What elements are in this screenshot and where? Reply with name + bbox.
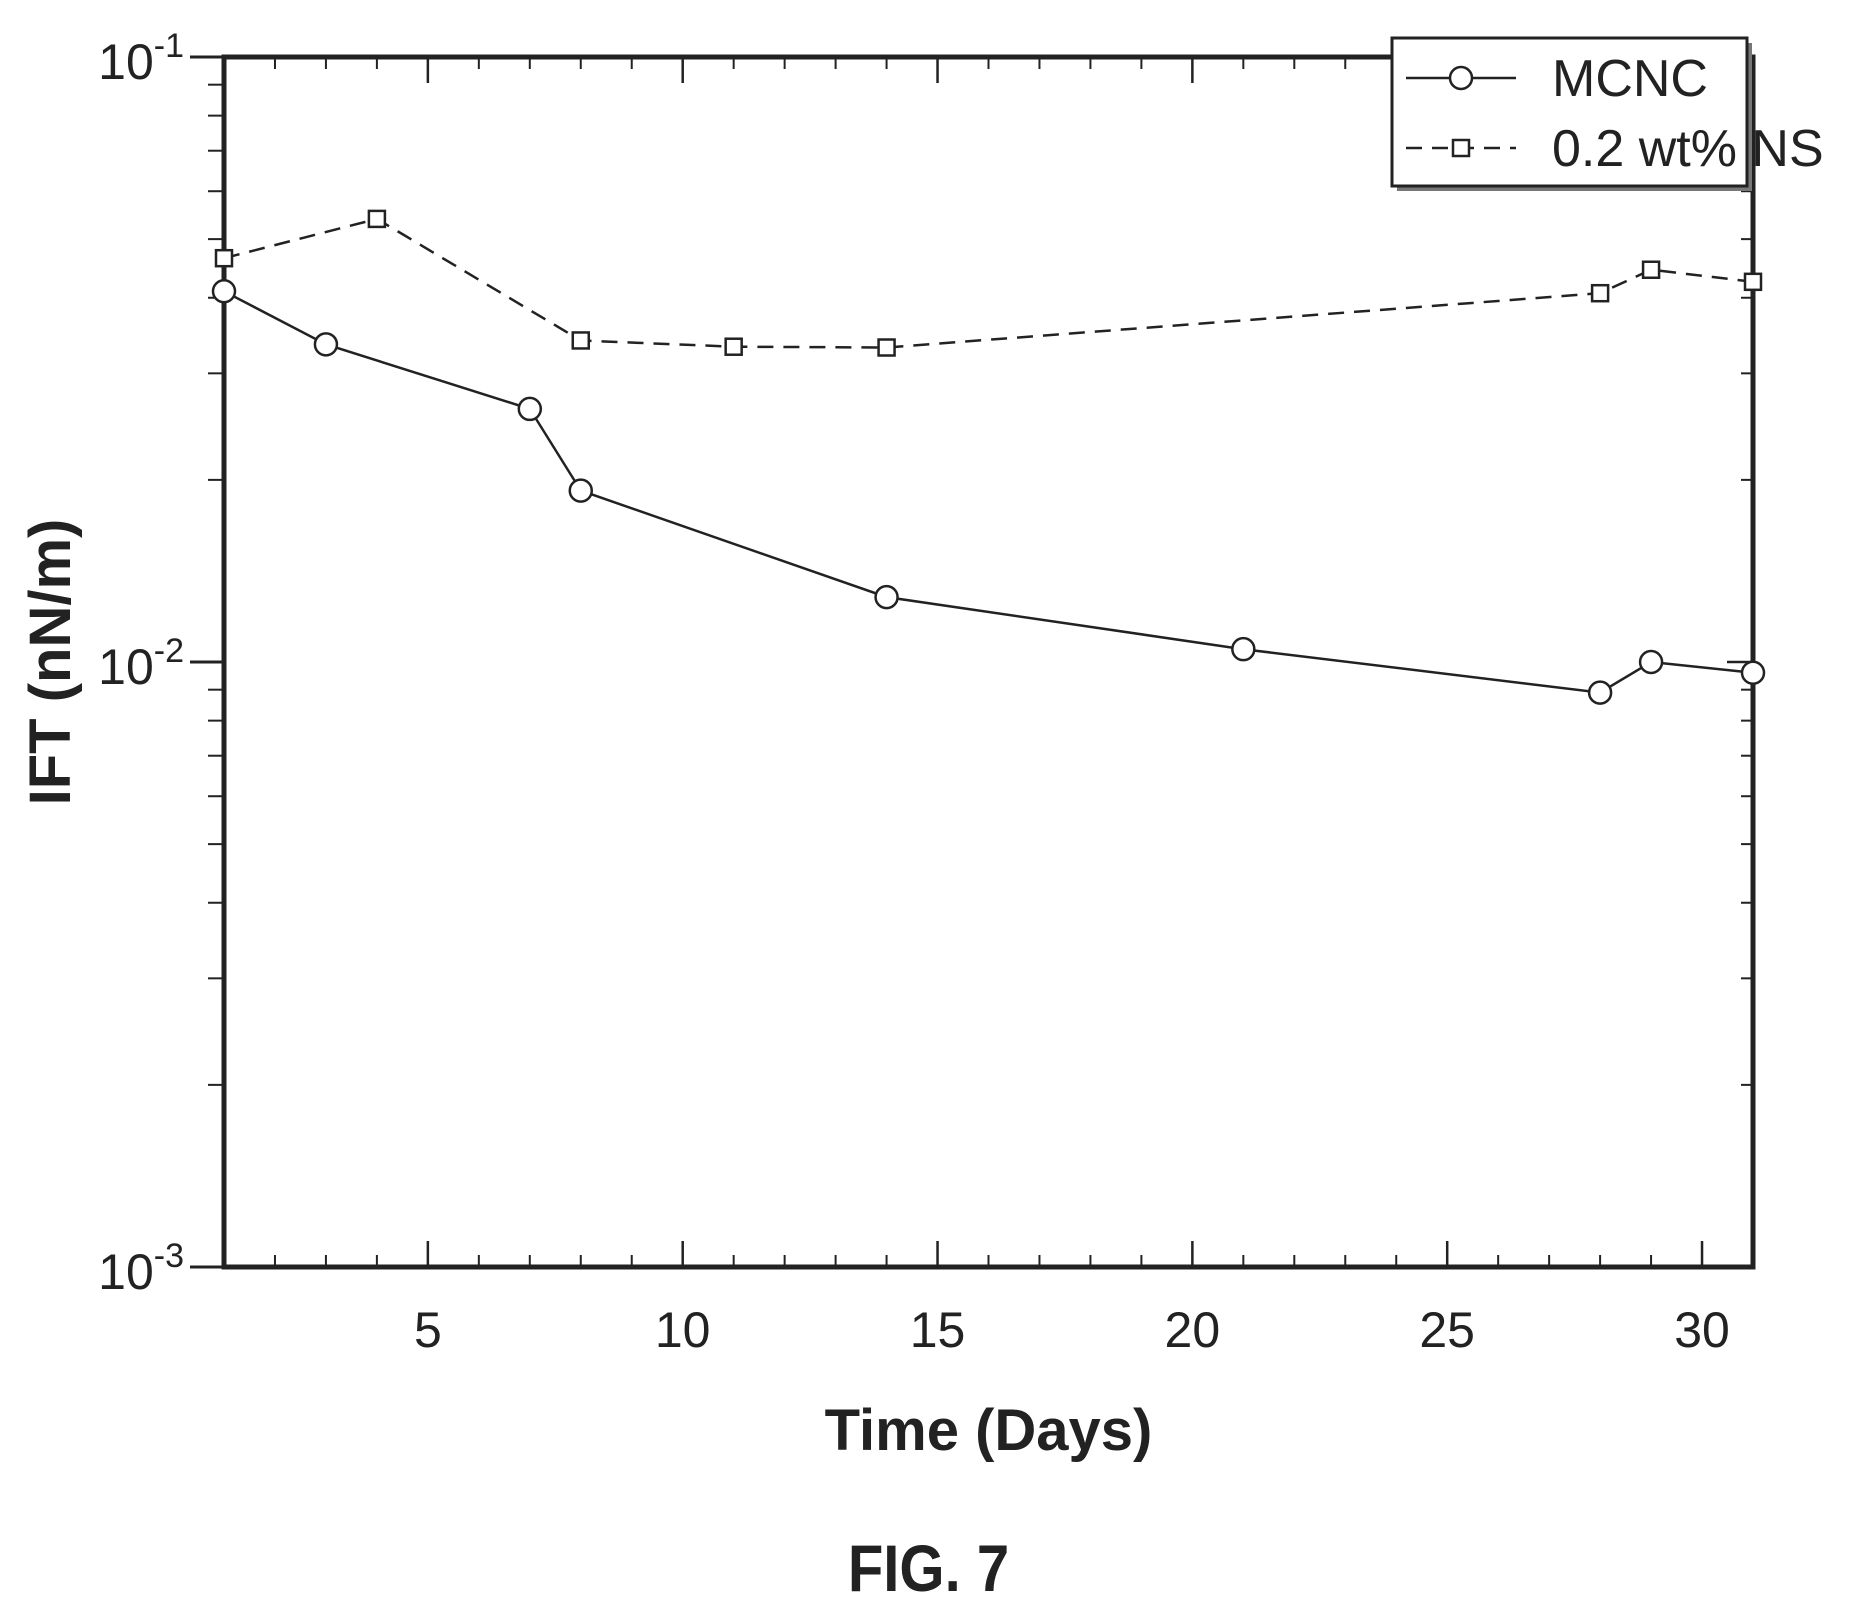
x-tick-label: 25 xyxy=(1419,1302,1475,1358)
x-tick-label: 5 xyxy=(414,1302,442,1358)
data-point-mcnc xyxy=(1740,660,1766,685)
data-point-mcnc xyxy=(568,478,594,503)
legend-marker-mcnc xyxy=(1448,65,1474,91)
legend-marker-ns xyxy=(1451,138,1471,158)
data-point-mcnc xyxy=(517,396,543,422)
x-tick-label: 20 xyxy=(1165,1302,1221,1358)
series-ns xyxy=(214,209,1763,357)
axis-labels: 5 10 15 20 25 30 10-1 10-2 10-3 Time (Days) IFT (n… xyxy=(18,27,1730,1463)
y-tick-label: 10-2 xyxy=(98,632,184,695)
y-tick-label: 10-1 xyxy=(98,27,184,90)
data-point-mcnc xyxy=(1638,649,1664,675)
series-line-mcnc xyxy=(223,290,1754,694)
data-point-ns xyxy=(877,338,896,357)
data-point-ns xyxy=(1590,283,1610,303)
x-axis-title: Time (Days) xyxy=(825,1398,1153,1463)
x-tick-label: 30 xyxy=(1674,1302,1730,1358)
data-point-ns xyxy=(724,337,743,356)
legend: MCNC 0.2 wt% NS xyxy=(1390,36,1824,191)
data-point-mcnc xyxy=(1587,680,1613,705)
y-tick-label: 10-3 xyxy=(98,1237,184,1300)
x-tick-label: 10 xyxy=(655,1302,711,1358)
data-point-ns xyxy=(214,248,234,268)
series-line-ns xyxy=(223,217,1754,349)
y-axis-title: IFT (nN/m) xyxy=(18,519,83,806)
legend-box xyxy=(1390,36,1749,188)
data-point-mcnc xyxy=(313,332,339,357)
plot-series xyxy=(211,209,1766,705)
data-point-ns xyxy=(367,209,387,229)
data-point-ns xyxy=(571,331,591,350)
legend-label-ns: 0.2 wt% NS xyxy=(1552,120,1824,178)
data-point-mcnc xyxy=(211,279,237,304)
data-point-ns xyxy=(1641,260,1661,279)
legend-label-mcnc: MCNC xyxy=(1552,50,1708,108)
data-point-mcnc xyxy=(874,584,899,610)
data-point-mcnc xyxy=(1231,636,1256,662)
plot-frame xyxy=(221,54,1756,1270)
x-tick-label: 15 xyxy=(910,1302,966,1358)
data-point-ns xyxy=(1743,272,1763,292)
figure-caption: FIG. 7 xyxy=(847,1531,1010,1605)
series-mcnc xyxy=(211,279,1766,705)
chart-figure: MCNC 0.2 wt% NS 5 10 15 20 25 30 10-1 10-2 10-3 Ti… xyxy=(18,27,1824,1463)
axes xyxy=(190,54,1756,1270)
